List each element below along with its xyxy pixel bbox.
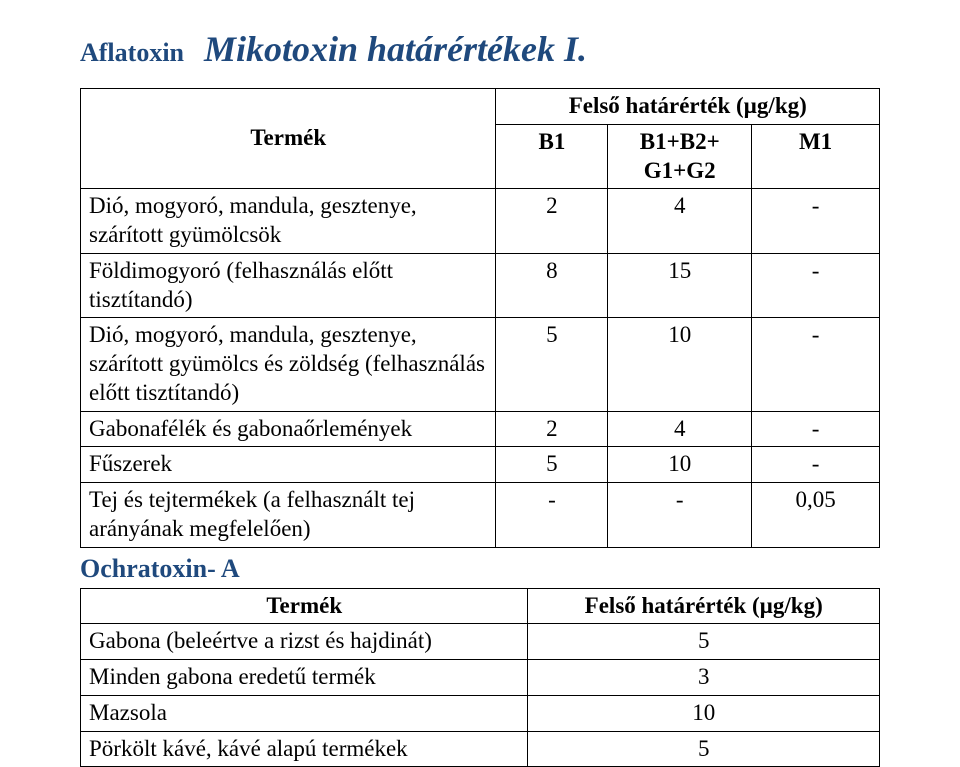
value-cell: - xyxy=(752,189,880,254)
header-product: Termék xyxy=(81,89,496,189)
title-row: Aflatoxin Mikotoxin határértékek I. xyxy=(80,28,880,70)
table-row: Tej és tejtermékek (a felhasznált tej ar… xyxy=(81,483,880,548)
table-row: Fűszerek510- xyxy=(81,447,880,483)
ochratoxin-heading: Ochratoxin- A xyxy=(80,554,880,584)
value-cell: - xyxy=(752,253,880,318)
table-row: Mazsola10 xyxy=(81,695,880,731)
table-row: Gabonafélék és gabonaőrlemények24- xyxy=(81,411,880,447)
product-cell: Gabona (beleértve a rizst és hajdinát) xyxy=(81,624,528,660)
page-title: Mikotoxin határértékek I. xyxy=(204,28,587,70)
value-cell: - xyxy=(496,483,608,548)
header-b12: B1+B2+ G1+G2 xyxy=(608,124,752,189)
value-cell: 5 xyxy=(528,731,880,767)
product-cell: Dió, mogyoró, mandula, gesztenye, szárít… xyxy=(81,189,496,254)
aflatoxin-table: TermékFelső határérték (µg/kg)B1B1+B2+ G… xyxy=(80,88,880,548)
value-cell: - xyxy=(752,447,880,483)
table-row: Dió, mogyoró, mandula, gesztenye, szárít… xyxy=(81,189,880,254)
table-row: Pörkölt kávé, kávé alapú termékek5 xyxy=(81,731,880,767)
value-cell: 10 xyxy=(528,695,880,731)
value-cell: - xyxy=(608,483,752,548)
header-limit-label: Felső határérték (µg/kg) xyxy=(496,89,880,125)
value-cell: 10 xyxy=(608,318,752,411)
product-cell: Dió, mogyoró, mandula, gesztenye, szárít… xyxy=(81,318,496,411)
value-cell: 3 xyxy=(528,660,880,696)
header-limit-label: Felső határérték (µg/kg) xyxy=(528,588,880,624)
table-row: Minden gabona eredetű termék3 xyxy=(81,660,880,696)
value-cell: 4 xyxy=(608,411,752,447)
ochratoxin-table: TermékFelső határérték (µg/kg)Gabona (be… xyxy=(80,588,880,767)
value-cell: - xyxy=(752,411,880,447)
product-cell: Minden gabona eredetű termék xyxy=(81,660,528,696)
header-m1: M1 xyxy=(752,124,880,189)
value-cell: 10 xyxy=(608,447,752,483)
table-header-row: TermékFelső határérték (µg/kg) xyxy=(81,588,880,624)
table-row: Gabona (beleértve a rizst és hajdinát)5 xyxy=(81,624,880,660)
value-cell: - xyxy=(752,318,880,411)
product-cell: Tej és tejtermékek (a felhasznált tej ar… xyxy=(81,483,496,548)
value-cell: 5 xyxy=(528,624,880,660)
product-cell: Mazsola xyxy=(81,695,528,731)
value-cell: 15 xyxy=(608,253,752,318)
table-row: Dió, mogyoró, mandula, gesztenye, szárít… xyxy=(81,318,880,411)
value-cell: 8 xyxy=(496,253,608,318)
table-row: Földimogyoró (felhasználás előtt tisztít… xyxy=(81,253,880,318)
value-cell: 5 xyxy=(496,447,608,483)
document-page: { "title": "Mikotoxin határértékek I.", … xyxy=(0,0,960,719)
product-cell: Fűszerek xyxy=(81,447,496,483)
header-product: Termék xyxy=(81,588,528,624)
value-cell: 2 xyxy=(496,189,608,254)
table-header-row: TermékFelső határérték (µg/kg) xyxy=(81,89,880,125)
product-cell: Pörkölt kávé, kávé alapú termékek xyxy=(81,731,528,767)
aflatoxin-heading: Aflatoxin xyxy=(80,38,184,68)
value-cell: 5 xyxy=(496,318,608,411)
product-cell: Földimogyoró (felhasználás előtt tisztít… xyxy=(81,253,496,318)
value-cell: 0,05 xyxy=(752,483,880,548)
header-b1: B1 xyxy=(496,124,608,189)
value-cell: 2 xyxy=(496,411,608,447)
product-cell: Gabonafélék és gabonaőrlemények xyxy=(81,411,496,447)
value-cell: 4 xyxy=(608,189,752,254)
